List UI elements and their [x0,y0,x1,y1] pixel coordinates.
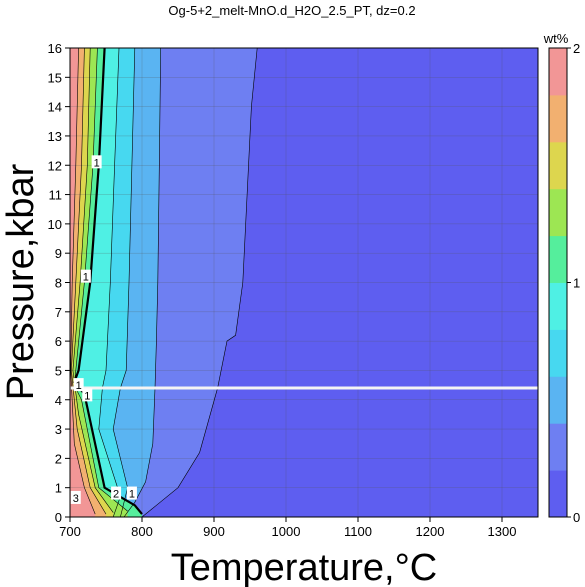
colorbar-swatch [549,470,567,518]
colorbar-swatch [549,141,567,190]
chart-title: Og-5+2_melt-MnO.d_H2O_2.5_PT, dz=0.2 [168,3,415,18]
y-tick-label: 11 [49,188,63,203]
contour-0.2 [141,48,258,517]
contour-1.4 [72,48,114,513]
band-9 [70,48,96,517]
y-tick-label: 5 [55,363,62,378]
svg-text:3: 3 [73,493,79,505]
contour-label: 1 [82,388,93,402]
svg-text:2: 2 [113,489,119,501]
y-axis-title: Pressure,kbar [0,163,42,400]
y-tick-label: 14 [48,100,62,115]
x-tick-label: 1000 [272,524,301,539]
x-tick-label: 900 [203,524,225,539]
x-tick-label: 800 [131,524,153,539]
colorbar-tick-label: 0 [573,510,580,525]
svg-text:1: 1 [129,489,135,501]
contour-1.6 [71,48,107,515]
y-tick-label: 4 [55,393,62,408]
contour-label: 1 [126,486,137,501]
colorbar-swatch [549,282,567,330]
y-tick-label: 15 [48,70,62,85]
colorbar-tick-label: 2 [573,41,580,56]
colorbar: 0 1 2 [548,41,580,525]
contour-label: 2 [111,486,122,501]
y-tick-label: 6 [55,334,62,349]
contour-0.8 [98,48,121,517]
colorbar-swatch [549,235,567,283]
x-tick-label: 1300 [488,524,517,539]
colorbar-swatch [549,48,567,96]
y-tick-label: 9 [55,246,62,261]
y-tick-label: 13 [48,129,62,144]
contour-1.8 [70,48,96,515]
y-tick-label: 16 [48,41,62,56]
y-tick-label: 2 [55,451,62,466]
contour-label: 1 [91,155,102,169]
contour-label: 1 [73,378,84,392]
x-axis-title: Temperature,°C [171,547,438,587]
colorbar-swatch [549,94,567,143]
svg-text:1: 1 [84,390,90,402]
y-tick-label: 3 [55,422,62,437]
colorbar-swatch [549,423,567,471]
y-tick-label: 7 [55,305,62,320]
colorbar-label: wt% [543,31,569,46]
colorbar-swatch [549,188,567,237]
y-tick-label: 8 [55,276,62,291]
svg-text:1: 1 [76,380,82,392]
y-tick-label: 0 [55,510,62,525]
y-tick-label: 10 [48,217,62,232]
svg-text:1: 1 [83,272,89,284]
x-tick-label: 1100 [344,524,372,539]
contour-label: 1 [80,269,91,284]
colorbar-tick-label: 1 [573,276,580,291]
x-tick-label: 700 [59,524,81,539]
contour-0.6 [112,48,136,517]
y-tick-label: 12 [48,158,62,173]
y-tick-label: 1 [55,481,62,496]
contour-label: 3 [70,490,81,505]
contour-1.2 [73,48,128,512]
colorbar-swatch [549,329,567,377]
x-tick-label: 1200 [416,524,445,539]
colorbar-swatch [549,376,567,424]
x-axis: 700 800 900 1000 1100 1200 1300 [59,517,516,539]
svg-text:1: 1 [94,157,100,169]
